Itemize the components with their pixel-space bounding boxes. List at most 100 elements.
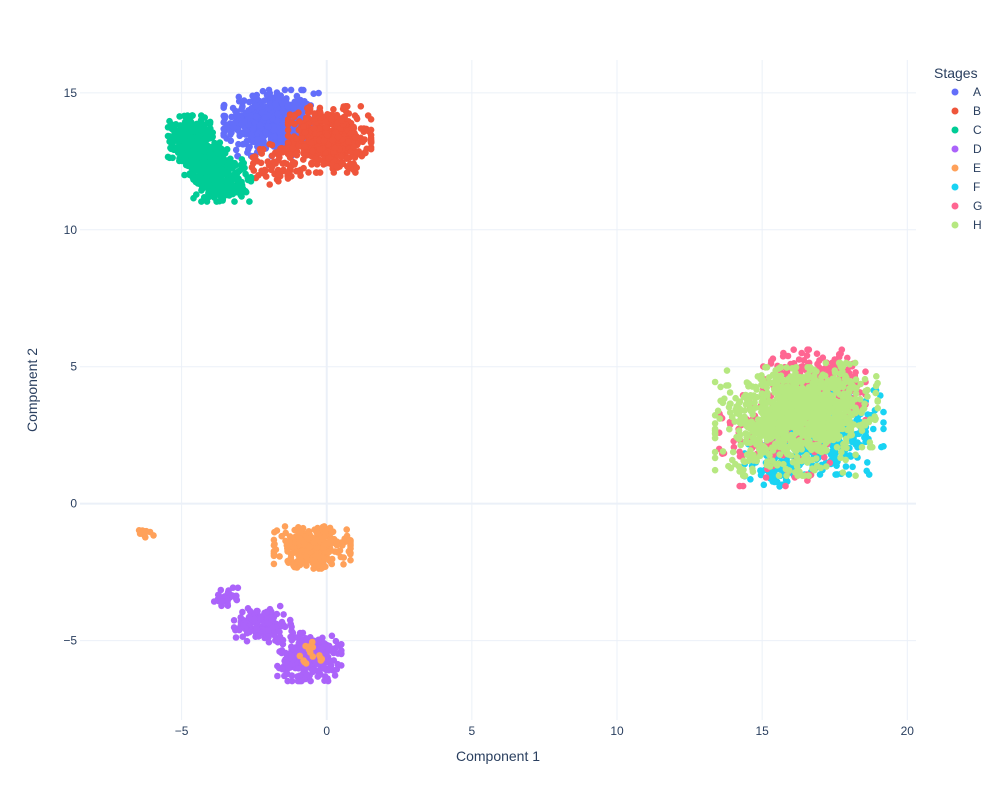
data-point: [215, 184, 222, 192]
data-point: [777, 401, 784, 408]
data-point: [198, 187, 205, 194]
data-point: [840, 443, 847, 451]
legend-marker: [951, 126, 959, 134]
data-point: [777, 424, 784, 431]
data-point: [253, 91, 260, 99]
data-point: [870, 425, 877, 433]
data-point: [351, 134, 359, 141]
data-point: [295, 549, 302, 557]
data-point: [223, 135, 230, 142]
data-point: [740, 393, 748, 401]
data-point: [189, 173, 196, 181]
y-tick-label: −5: [63, 634, 77, 648]
data-point: [798, 378, 806, 386]
legend-item-H[interactable]: H: [951, 218, 982, 232]
data-point: [201, 154, 209, 161]
data-point: [839, 469, 847, 476]
series-H: [711, 359, 881, 480]
data-point: [864, 393, 871, 400]
data-point: [788, 417, 796, 425]
legend-item-F[interactable]: F: [951, 180, 981, 194]
data-point: [784, 451, 792, 458]
data-point: [237, 614, 244, 621]
data-point: [320, 544, 327, 551]
data-point: [735, 427, 743, 434]
data-point: [302, 114, 310, 122]
x-tick-label: 15: [755, 724, 769, 738]
data-point: [164, 124, 172, 131]
data-point: [800, 398, 808, 406]
data-point: [831, 449, 838, 456]
data-point: [308, 139, 315, 147]
data-point: [765, 398, 773, 406]
data-point: [150, 532, 157, 539]
series-E: [135, 523, 354, 667]
series-B: [238, 103, 375, 188]
data-point: [217, 586, 225, 594]
data-point: [192, 145, 200, 152]
data-point: [864, 459, 871, 466]
data-point: [760, 449, 768, 456]
data-point: [301, 129, 309, 136]
data-point: [865, 471, 873, 478]
data-point: [235, 98, 243, 105]
data-point: [324, 132, 331, 139]
data-point: [362, 149, 369, 157]
data-point: [711, 448, 719, 456]
data-point: [792, 469, 799, 476]
data-point: [849, 463, 856, 471]
data-point: [261, 97, 268, 104]
legend-item-G[interactable]: G: [951, 199, 983, 213]
legend-item-C[interactable]: C: [951, 123, 983, 137]
data-point: [817, 435, 824, 442]
data-point: [181, 171, 188, 179]
data-point: [729, 448, 737, 456]
data-point: [343, 526, 351, 533]
data-point: [763, 437, 771, 444]
data-point: [229, 584, 237, 591]
data-point: [284, 557, 292, 565]
data-point: [249, 160, 257, 167]
legend-item-E[interactable]: E: [951, 161, 982, 175]
data-point: [357, 103, 365, 110]
data-point: [782, 398, 789, 406]
data-point: [172, 121, 180, 128]
data-point: [303, 635, 310, 643]
legend-item-B[interactable]: B: [951, 104, 982, 118]
data-point: [822, 359, 830, 367]
data-point: [291, 526, 299, 534]
data-point: [338, 160, 346, 167]
data-point: [792, 369, 799, 377]
data-point: [293, 92, 301, 100]
data-point: [350, 143, 358, 151]
data-point: [819, 407, 826, 415]
data-point: [759, 427, 766, 435]
data-point: [227, 161, 234, 168]
data-point: [749, 419, 756, 427]
data-point: [874, 397, 881, 404]
data-point: [278, 532, 286, 540]
data-point: [178, 149, 185, 156]
data-point: [743, 434, 750, 441]
data-point: [294, 167, 301, 175]
legend-item-D[interactable]: D: [951, 142, 983, 156]
data-point: [846, 452, 854, 459]
data-point: [246, 98, 253, 106]
data-point: [775, 365, 782, 372]
data-point: [783, 472, 790, 480]
data-point: [328, 555, 336, 563]
data-point: [230, 124, 238, 131]
data-point: [782, 482, 789, 490]
data-point: [736, 419, 744, 427]
data-point: [858, 427, 866, 435]
data-point: [769, 457, 776, 465]
data-point: [211, 139, 218, 147]
legend-item-A[interactable]: A: [951, 85, 982, 99]
legend-title: Stages: [934, 65, 978, 81]
data-point: [788, 407, 796, 414]
data-point: [331, 144, 339, 152]
data-point: [831, 453, 839, 461]
data-point: [811, 403, 819, 411]
